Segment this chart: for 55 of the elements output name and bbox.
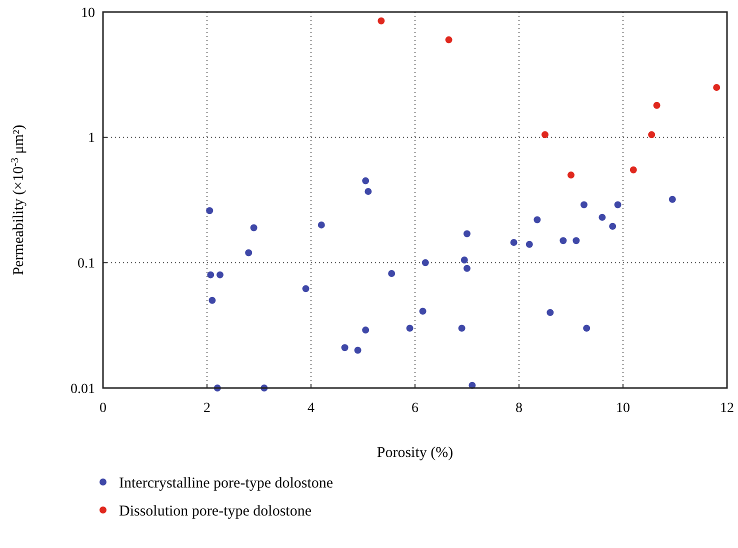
point xyxy=(560,237,567,244)
point xyxy=(614,201,622,208)
point xyxy=(208,296,216,304)
point xyxy=(250,224,258,232)
point xyxy=(388,270,396,277)
point xyxy=(526,240,533,248)
x-axis-title: Porosity (%) xyxy=(376,445,454,461)
point xyxy=(445,36,452,44)
point xyxy=(464,230,470,238)
point xyxy=(362,326,370,334)
point xyxy=(598,214,606,221)
point xyxy=(302,285,310,292)
point xyxy=(668,196,676,203)
x-tick-label: 8 xyxy=(516,401,522,416)
point xyxy=(542,131,548,138)
point xyxy=(460,256,468,264)
point xyxy=(713,84,720,91)
x-tick-label: 0 xyxy=(100,401,106,416)
y-tick-label: 0.1 xyxy=(78,256,95,272)
point xyxy=(362,177,370,184)
point xyxy=(464,264,470,272)
point xyxy=(534,216,541,224)
point xyxy=(422,259,429,266)
point xyxy=(354,346,362,354)
point xyxy=(318,221,325,228)
point xyxy=(419,308,426,315)
point xyxy=(630,166,637,174)
point xyxy=(609,222,616,230)
point xyxy=(653,102,660,109)
point xyxy=(341,344,348,352)
point xyxy=(583,324,590,332)
point xyxy=(216,271,224,278)
point xyxy=(572,237,580,244)
point xyxy=(206,207,214,214)
point xyxy=(580,201,588,208)
point xyxy=(406,324,414,332)
y-tick-label: 10 xyxy=(81,6,95,21)
x-tick-label: 10 xyxy=(616,401,630,416)
legend-label: Dissolution pore-type dolostone xyxy=(119,503,312,520)
y-tick-label: 0.01 xyxy=(70,382,95,397)
point xyxy=(245,249,252,256)
legend-label: Intercrystalline pore-type dolostone xyxy=(119,475,334,492)
x-tick-label: 12 xyxy=(720,401,734,416)
x-tick-label: 2 xyxy=(204,401,210,416)
point xyxy=(648,131,656,138)
x-tick-label: 4 xyxy=(308,401,314,416)
point xyxy=(364,188,372,195)
point xyxy=(546,309,554,316)
x-tick-label: 6 xyxy=(412,401,418,416)
point xyxy=(510,238,518,246)
point xyxy=(458,324,466,332)
y-tick-label: 1 xyxy=(88,131,95,146)
point xyxy=(378,17,385,24)
point xyxy=(207,271,214,278)
point xyxy=(568,172,574,179)
